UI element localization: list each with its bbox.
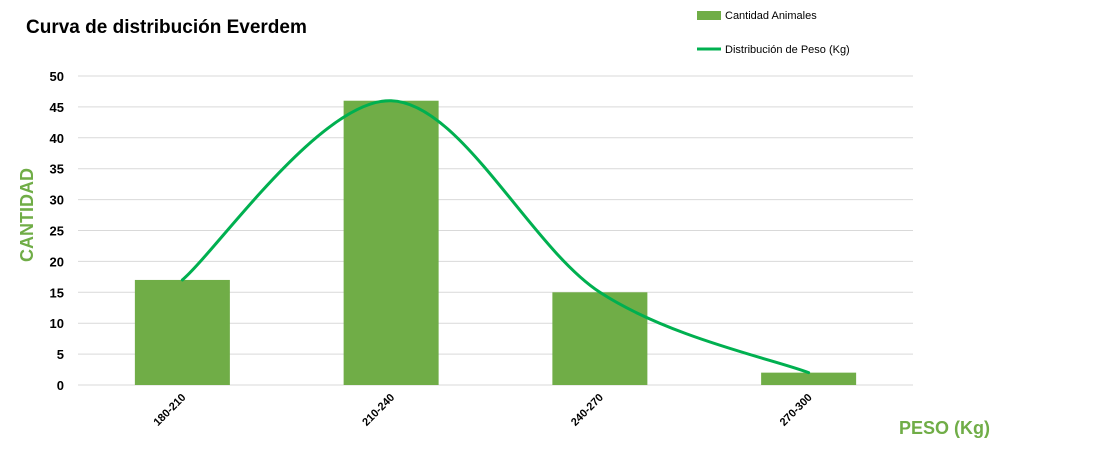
distribution-line-path [180, 99, 811, 375]
y-tick-label: 15 [50, 285, 64, 300]
legend-bar-label: Cantidad Animales [725, 10, 817, 22]
y-tick-label: 25 [50, 224, 64, 239]
chart-title: Curva de distribución Everdem [26, 17, 307, 38]
x-axis-ticks: 180-210 210-240 240-270 270-300 [151, 392, 814, 429]
y-axis-ticks: 0 5 10 15 20 25 30 35 40 45 50 [50, 69, 64, 393]
y-tick-label: 10 [50, 316, 64, 331]
x-tick-label: 210-240 [360, 392, 397, 429]
bar [134, 279, 230, 385]
x-tick-label: 240-270 [569, 392, 606, 429]
bar [761, 372, 857, 385]
bar [552, 292, 648, 385]
y-tick-label: 20 [50, 254, 64, 269]
y-tick-label: 5 [57, 347, 64, 362]
distribution-line [180, 99, 811, 375]
y-tick-label: 40 [50, 131, 64, 146]
legend: Cantidad Animales Distribución de Peso (… [697, 10, 850, 56]
x-axis-title: PESO (Kg) [899, 418, 990, 438]
y-tick-label: 35 [50, 162, 64, 177]
y-tick-label: 30 [50, 193, 64, 208]
y-tick-label: 50 [50, 69, 64, 84]
x-tick-label: 180-210 [151, 392, 188, 429]
bars [134, 100, 857, 385]
legend-line-label: Distribución de Peso (Kg) [725, 44, 850, 56]
y-tick-label: 0 [57, 378, 64, 393]
legend-bar-swatch [697, 11, 721, 20]
y-axis-title: CANTIDAD [17, 168, 37, 262]
bar [343, 100, 439, 385]
y-tick-label: 45 [50, 100, 64, 115]
x-tick-label: 270-300 [778, 392, 815, 429]
